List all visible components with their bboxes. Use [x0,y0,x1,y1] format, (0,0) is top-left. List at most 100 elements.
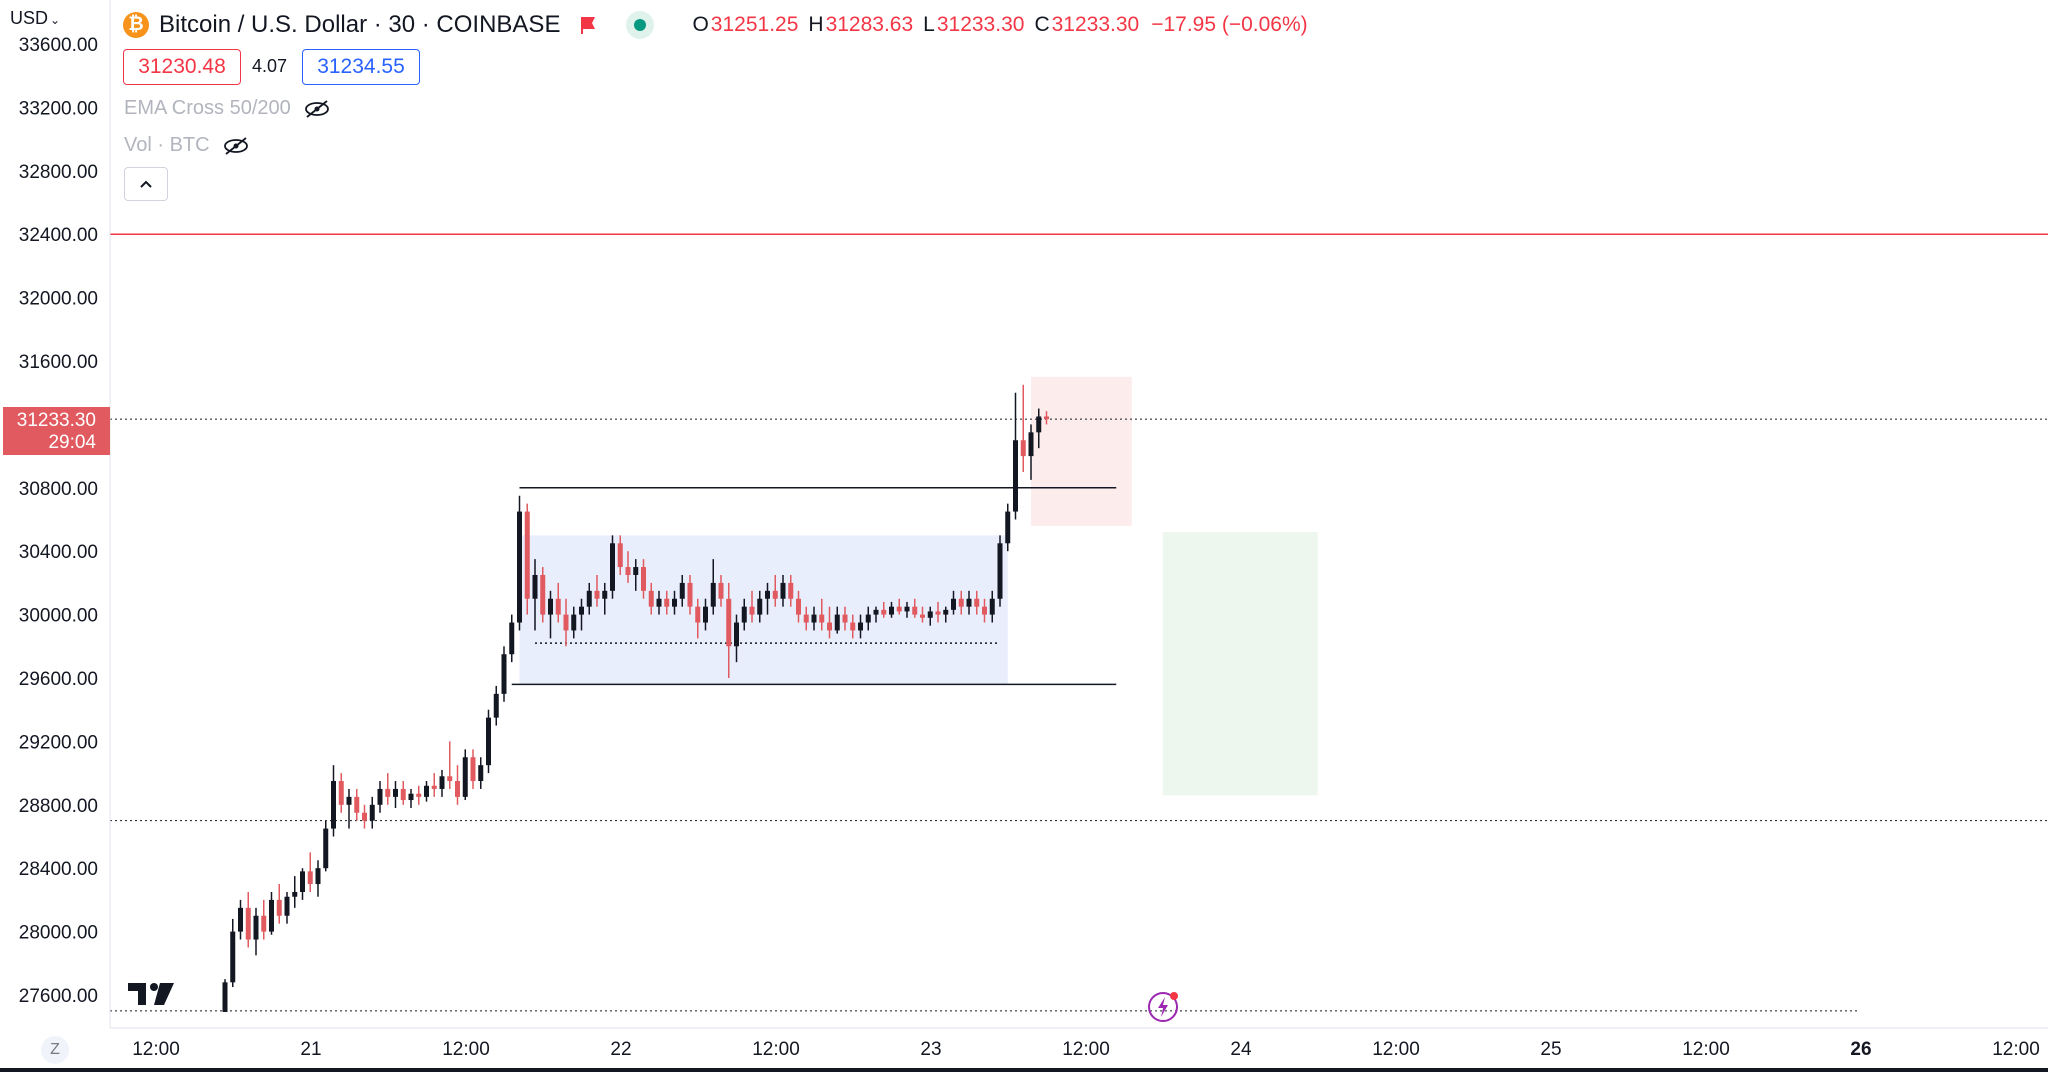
candle-body [710,582,716,607]
candle-body [726,598,732,647]
price-tick-label: 32400.00 [19,225,98,246]
price-tick-label: 32000.00 [19,289,98,310]
sell-button[interactable]: 31230.48 [123,49,241,85]
candle-body [602,590,608,599]
candle-body [586,590,592,607]
price-tick-label: 31600.00 [19,352,98,373]
time-tick-label: 21 [300,1039,321,1060]
buy-button[interactable]: 31234.55 [302,49,420,85]
spread-value: 4.07 [252,56,288,76]
candle-body [493,693,499,718]
ohlc-close-key: C [1034,13,1050,36]
candle-body [524,511,530,599]
candle-body [687,582,693,607]
candle-body [625,567,631,575]
candle-body [292,891,298,897]
candle-body [904,606,910,612]
candle-body [377,788,383,805]
auto-scale-button[interactable]: Z [41,1036,69,1064]
ohlc-open-value: 31251.25 [710,13,799,36]
candle-body [695,606,701,623]
candle-body [346,796,352,805]
candle-body [703,606,708,623]
stop-zone-box [1031,376,1132,526]
candle-body [424,785,429,797]
time-tick-label: 23 [920,1039,941,1060]
flash-icon[interactable] [1147,989,1181,1023]
candle-body [238,907,243,932]
indicator-volume[interactable]: Vol · BTC [124,134,250,157]
time-tick-label: 12:00 [1682,1039,1730,1060]
candle-body [811,614,817,623]
price-tick-label: 29200.00 [19,732,98,753]
candle-body [555,598,561,615]
eye-hidden-icon[interactable] [303,99,331,119]
candle-body [943,609,949,615]
candle-body [269,899,274,932]
ohlc-open-key: O [692,13,709,36]
ohlc-close-value: 31233.30 [1051,13,1140,36]
price-tick-label: 33200.00 [19,98,98,119]
time-tick-label: 12:00 [132,1039,180,1060]
price-tick-label: 28000.00 [19,923,98,944]
candle-body [253,915,259,940]
candle-body [261,915,267,932]
collapse-legend-button[interactable] [124,167,168,201]
bar-countdown: 29:04 [48,432,96,453]
time-tick-label: 12:00 [442,1039,490,1060]
price-tick-label: 30400.00 [19,542,98,563]
candle-body [780,582,786,599]
candle-body [858,622,863,631]
ohlc-values: O31251.25 H31283.63 L31233.30 C31233.30 … [692,13,1307,37]
candle-body [230,931,236,983]
candle-body [912,606,918,615]
candle-body [974,598,980,607]
consolidation-range-box [519,535,1008,685]
candle-body [369,804,375,821]
candle-body [307,871,313,885]
candle-body [300,871,305,892]
bitcoin-icon: ₿ [123,12,149,38]
eye-hidden-icon[interactable] [222,136,250,156]
candle-body [501,654,507,694]
price-tick-label: 30800.00 [19,479,98,500]
time-tick-label: 12:00 [1992,1039,2040,1060]
ohlc-high-value: 31283.63 [825,13,914,36]
candle-body [400,788,406,801]
candle-body [656,598,662,607]
indicator-ema-cross[interactable]: EMA Cross 50/200 [124,97,331,120]
symbol-title[interactable]: Bitcoin / U.S. Dollar · 30 · COINBASE [159,11,561,38]
candle-body [617,543,623,568]
candle-body [563,614,569,631]
symbol-legend[interactable]: ₿ Bitcoin / U.S. Dollar · 30 · COINBASE … [123,8,1308,42]
candle-body [222,982,228,1012]
last-price-label: 31233.30 29:04 [3,407,110,455]
time-tick-label: 25 [1540,1039,1561,1060]
candle-body [679,582,685,599]
currency-selector[interactable]: USD ⌄ [10,8,60,29]
flag-icon[interactable] [578,15,598,35]
indicator-ema-label: EMA Cross 50/200 [124,97,291,119]
candle-body [1028,432,1034,457]
candle-body [951,598,956,610]
candle-body [331,781,336,829]
candle-body [648,590,654,607]
candle-body [486,717,491,766]
candle-body [354,796,360,813]
tradingview-logo[interactable] [128,981,176,1007]
candle-body [834,614,840,631]
candle-body [1044,416,1049,420]
ohlc-low-value: 31233.30 [936,13,1025,36]
candle-body [284,896,290,916]
candle-body [672,598,677,607]
candle-body [540,574,546,615]
time-tick-label: 12:00 [1062,1039,1110,1060]
candle-body [610,543,615,591]
market-open-icon [626,11,655,39]
candle-body [827,622,832,631]
indicator-volume-label: Vol · BTC [124,134,210,156]
price-tick-label: 33600.00 [19,35,98,56]
candle-body [997,543,1003,599]
